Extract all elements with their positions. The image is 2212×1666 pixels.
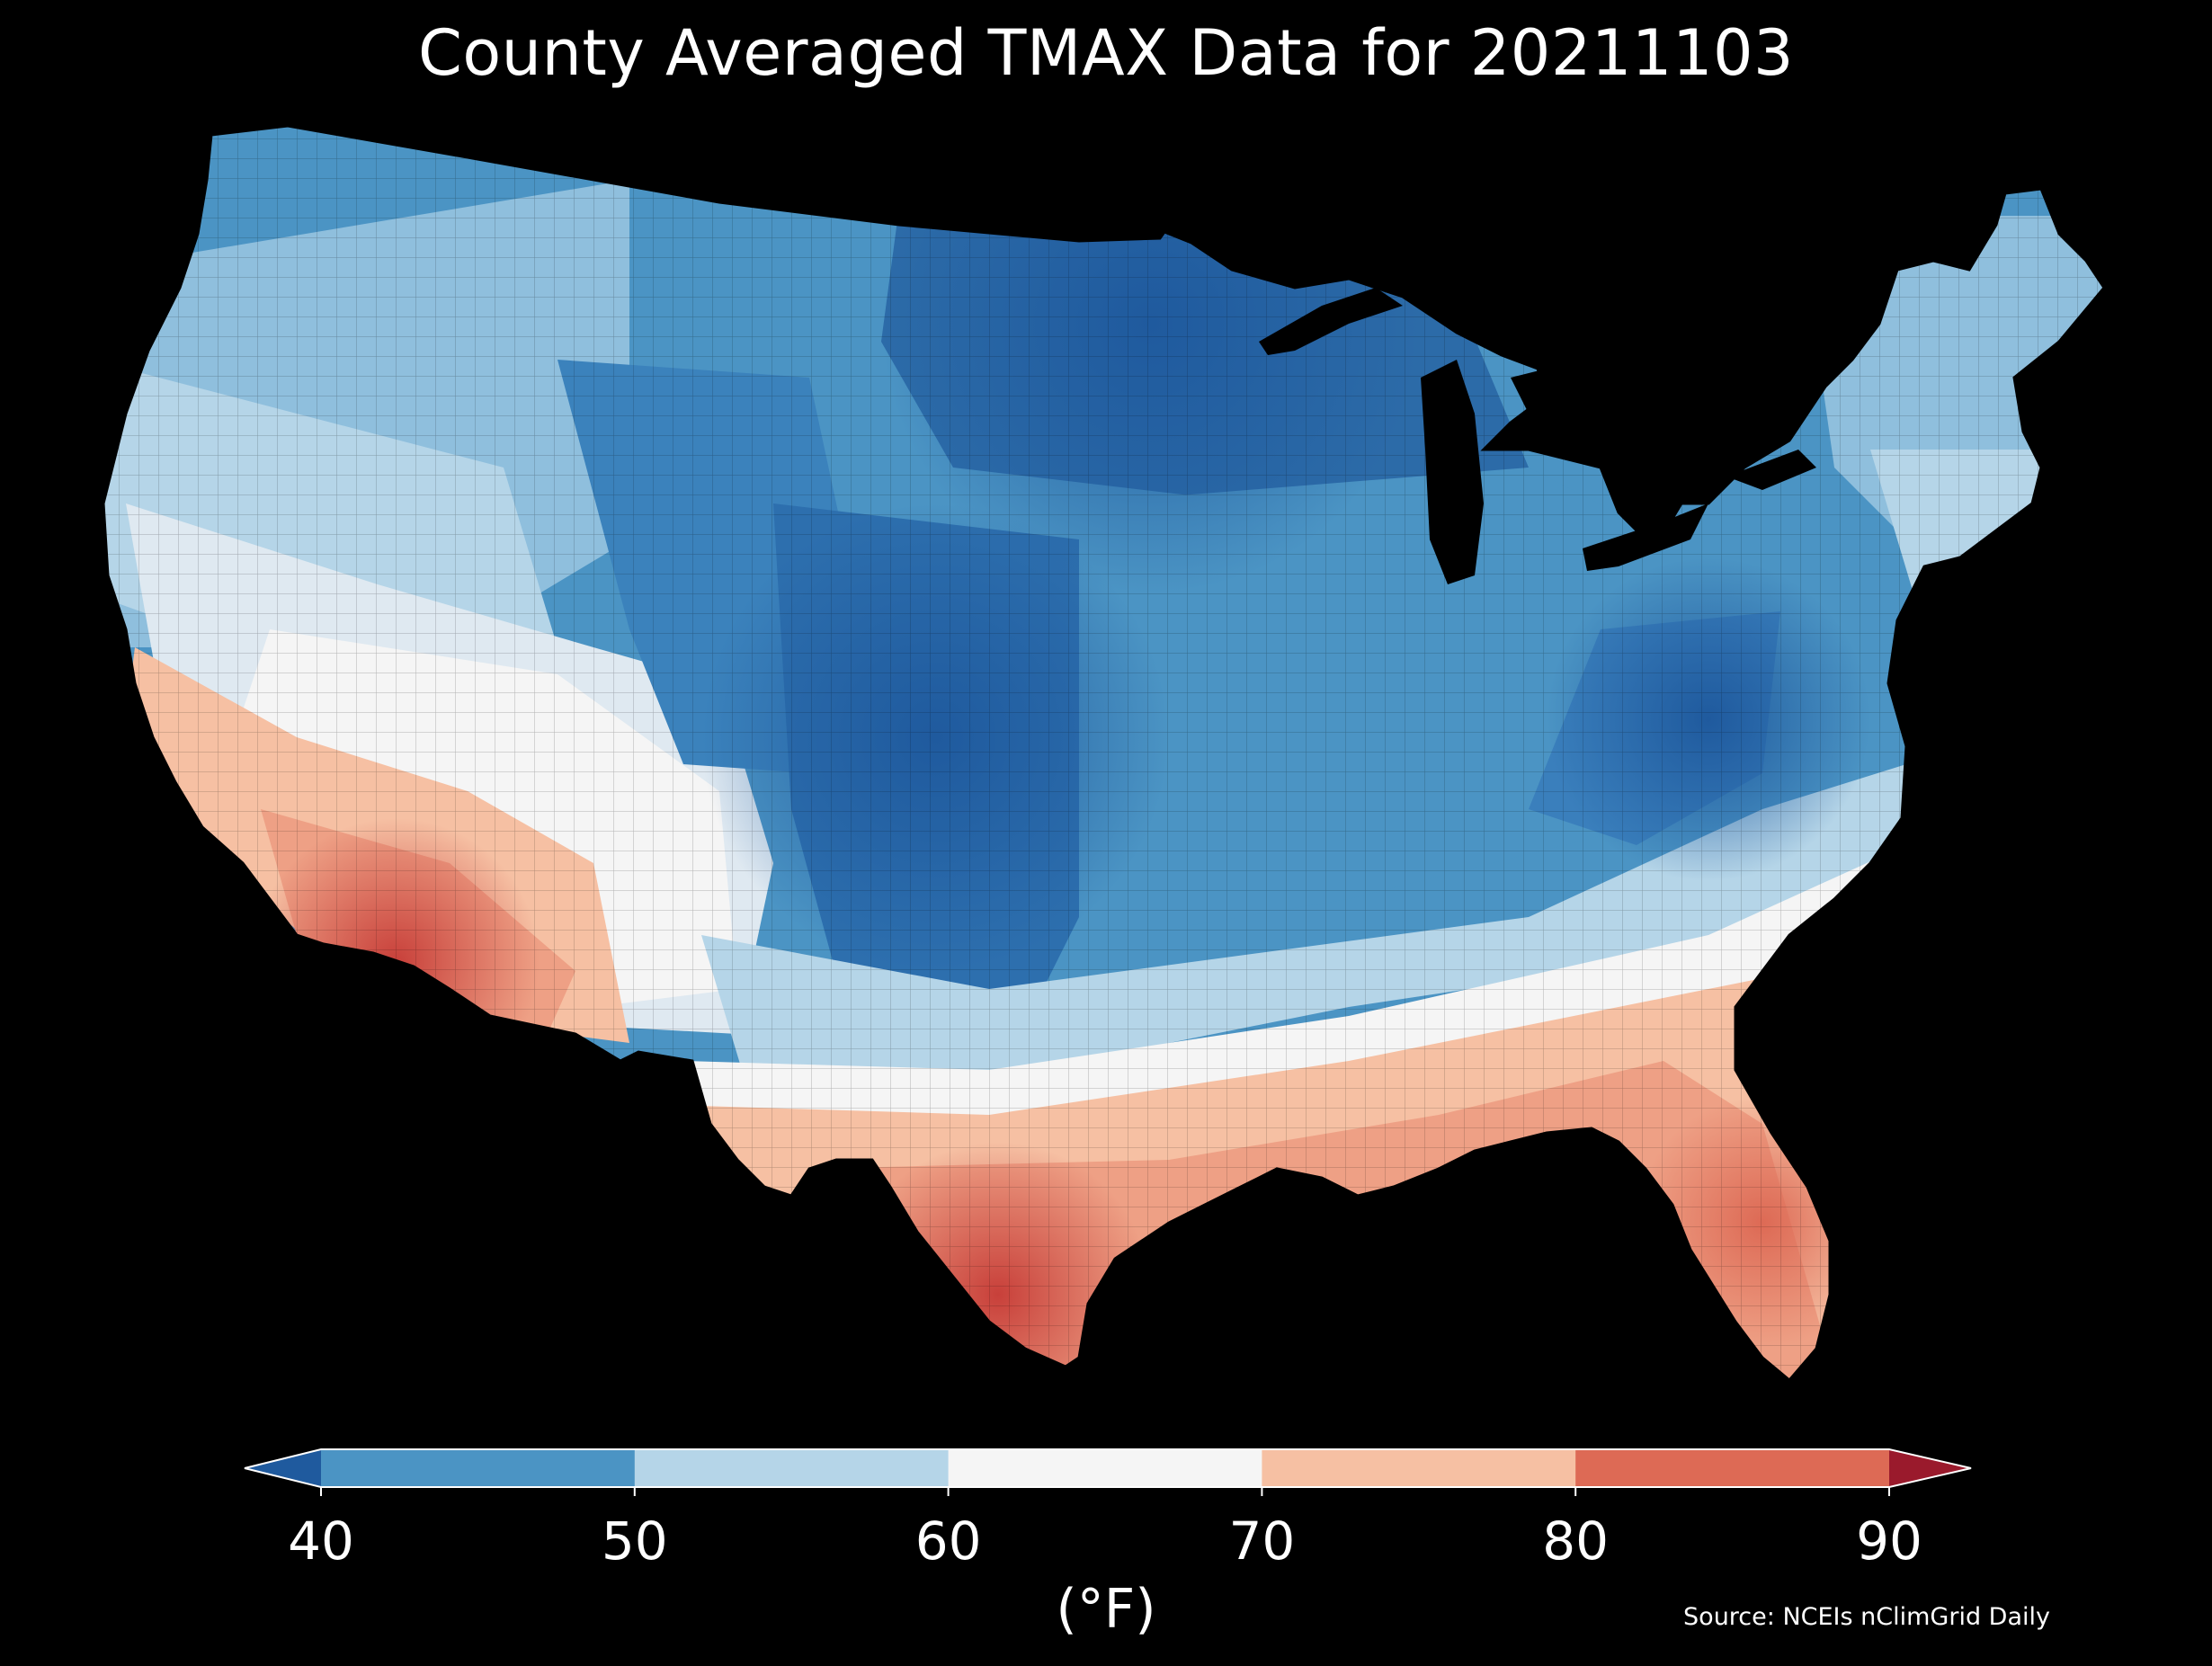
colorbar-tick-label: 40: [288, 1510, 354, 1572]
us-outline: [102, 124, 2106, 1383]
colorbar-extend-min: [245, 1449, 321, 1487]
source-credit: Source: NCEIs nClimGrid Daily: [1683, 1603, 2050, 1631]
colorbar-tick-label: 80: [1542, 1510, 1610, 1572]
colorbar-tick-label: 90: [1856, 1510, 1922, 1572]
colorbar-bin: [321, 1449, 636, 1487]
colorbar-bin: [634, 1449, 950, 1487]
colorbar-tick-label: 50: [601, 1510, 668, 1572]
colorbar-bin: [1575, 1449, 1890, 1487]
colorbar-bin: [1262, 1449, 1576, 1487]
map-title: County Averaged TMAX Data for 20211103: [417, 16, 1795, 90]
colorbar-unit-label: (°F): [1056, 1578, 1156, 1641]
colorbar-extend-max: [1889, 1449, 1971, 1487]
colorbar-tick-label: 60: [914, 1510, 982, 1572]
colorbar-tick-label: 70: [1228, 1510, 1296, 1572]
colorbar-bin: [948, 1449, 1262, 1487]
